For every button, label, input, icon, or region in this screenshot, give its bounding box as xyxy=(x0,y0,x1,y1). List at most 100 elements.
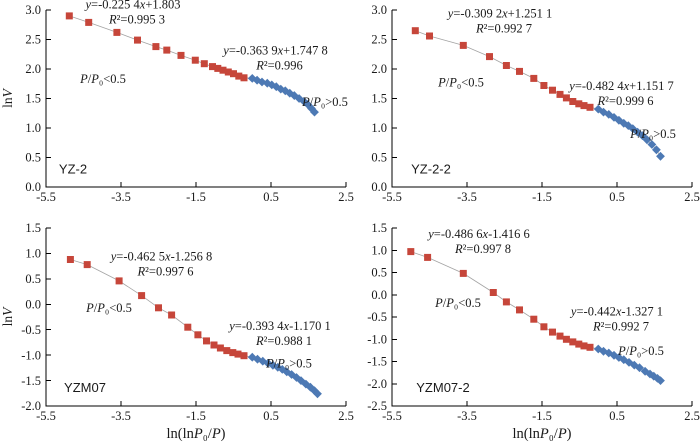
series-diamond xyxy=(593,344,665,385)
y-tick-label: 1.0 xyxy=(25,247,41,261)
data-point-square xyxy=(214,64,222,72)
data-point-square xyxy=(516,67,523,75)
data-point-square xyxy=(586,103,594,111)
y-tick-label: 0.0 xyxy=(371,180,387,194)
data-point-square xyxy=(191,56,199,64)
data-point-square xyxy=(229,349,237,357)
x-tick-label: -5.5 xyxy=(382,190,402,204)
data-point-square xyxy=(530,315,538,323)
data-point-square xyxy=(155,304,162,312)
data-point-square xyxy=(411,27,419,35)
data-point-square xyxy=(85,18,93,26)
data-point-square xyxy=(489,289,497,296)
data-point-diamond xyxy=(599,107,608,117)
fit-equation-1: y=-0.309 2x+1.251 1 xyxy=(446,7,552,21)
y-tick-label: 2.5 xyxy=(371,33,387,47)
data-point-diamond xyxy=(645,369,655,379)
data-point-square xyxy=(209,63,216,71)
data-point-square xyxy=(138,292,146,300)
y-tick-label: -2.5 xyxy=(367,399,387,413)
x-tick-label: 0.5 xyxy=(263,190,279,204)
x-tick-label: -1.5 xyxy=(532,190,552,204)
sample-label: YZM07 xyxy=(64,380,106,395)
y-axis-title: lnV xyxy=(0,87,15,108)
fit-r2-2: R²=0.988 1 xyxy=(255,334,312,348)
data-point-diamond xyxy=(652,145,661,155)
data-point-square xyxy=(168,311,176,319)
x-tick-label: 0.5 xyxy=(263,409,279,423)
data-point-diamond xyxy=(656,376,665,385)
x-tick-label: -3.5 xyxy=(111,190,131,204)
y-tick-label: 0.5 xyxy=(371,266,387,280)
x-tick-label: -1.5 xyxy=(532,409,552,423)
data-point-diamond xyxy=(656,151,665,161)
data-point-square xyxy=(530,74,538,82)
data-point-square xyxy=(66,256,74,263)
sample-label: YZ-2-2 xyxy=(411,161,451,176)
y-tick-label: 0.5 xyxy=(371,151,387,165)
data-point-square xyxy=(203,337,210,345)
subplot-YZ-2: 3.0 2.5 2.0 1.5 1.0 0.5 0.0-5.5 -3.5 -1.5 0.5 2.5 y… xyxy=(0,0,354,204)
sample-label: YZ-2 xyxy=(59,161,87,176)
x-tick-label: 2.5 xyxy=(338,409,354,423)
data-point-diamond xyxy=(310,107,319,117)
x-tick-label: -3.5 xyxy=(111,409,131,423)
data-point-square xyxy=(549,86,556,94)
subplot-YZM07: 1.5 1.0 0.5 0.0 -0.5 -1.0 -1.5 -2.0-5.5 -3.5 -1.5… xyxy=(0,221,354,442)
y-tick-label: -1.5 xyxy=(21,374,41,388)
data-point-square xyxy=(407,248,415,256)
series-square xyxy=(407,248,594,351)
series-square xyxy=(65,12,248,82)
fit-r2-1: R²=0.997 8 xyxy=(454,242,511,256)
data-point-square xyxy=(556,90,564,98)
data-point-square xyxy=(580,342,588,350)
data-point-square xyxy=(502,298,510,306)
y-tick-label: -2.0 xyxy=(21,399,41,413)
series-diamond xyxy=(247,74,319,117)
data-point-square xyxy=(134,36,141,44)
x-tick-label: 2.5 xyxy=(684,190,700,204)
data-point-square xyxy=(569,98,577,105)
y-tick-label: 1.0 xyxy=(371,121,387,135)
data-point-square xyxy=(580,102,588,110)
y-tick-label: 1.0 xyxy=(371,243,387,257)
data-point-diamond xyxy=(642,135,652,145)
x-axis-title: ln(lnP₀/P) xyxy=(166,426,225,442)
y-tick-label: 0.5 xyxy=(25,151,41,165)
y-tick-label: -0.5 xyxy=(367,310,387,324)
fit-r2-1: R²=0.992 7 xyxy=(475,22,532,36)
data-point-square xyxy=(200,60,208,68)
data-point-square xyxy=(83,261,91,269)
sample-label: YZM07-2 xyxy=(416,380,469,395)
data-point-diamond xyxy=(638,131,647,141)
y-tick-label: -1.5 xyxy=(367,355,387,369)
fit-r2-2: R²=0.992 7 xyxy=(592,320,649,334)
y-tick-label: 2.0 xyxy=(25,62,41,76)
data-point-square xyxy=(562,335,570,343)
x-tick-label: 0.5 xyxy=(609,190,625,204)
series-diamond xyxy=(593,104,665,161)
data-point-square xyxy=(216,344,224,352)
data-point-square xyxy=(152,43,160,51)
data-point-diamond xyxy=(313,389,322,399)
fit-equation-2: y=-0.363 9x+1.747 8 xyxy=(221,44,327,58)
region-label-1: P/P₀<0.5 xyxy=(437,76,484,90)
y-tick-label: 3.0 xyxy=(371,3,387,17)
y-tick-label: 1.5 xyxy=(371,92,387,106)
y-tick-label: 0.0 xyxy=(25,297,41,311)
y-tick-label: 1.5 xyxy=(25,92,41,106)
data-point-square xyxy=(562,94,570,102)
x-tick-label: -1.5 xyxy=(186,190,206,204)
data-point-diamond xyxy=(647,140,657,149)
fit-equation-1: y=-0.486 6x-1.416 6 xyxy=(426,227,530,241)
y-tick-label: -1.0 xyxy=(367,332,387,346)
x-tick-label: -1.5 xyxy=(186,409,206,423)
y-tick-label: -1.0 xyxy=(21,348,41,362)
region-label-2: P/P₀>0.5 xyxy=(301,95,348,109)
fit-r2-1: R²=0.997 6 xyxy=(137,264,194,278)
series-square xyxy=(66,256,248,360)
region-label-1: P/P₀<0.5 xyxy=(79,72,126,86)
data-point-diamond xyxy=(635,363,644,373)
data-point-square xyxy=(569,338,577,346)
x-tick-label: 2.5 xyxy=(684,409,700,423)
